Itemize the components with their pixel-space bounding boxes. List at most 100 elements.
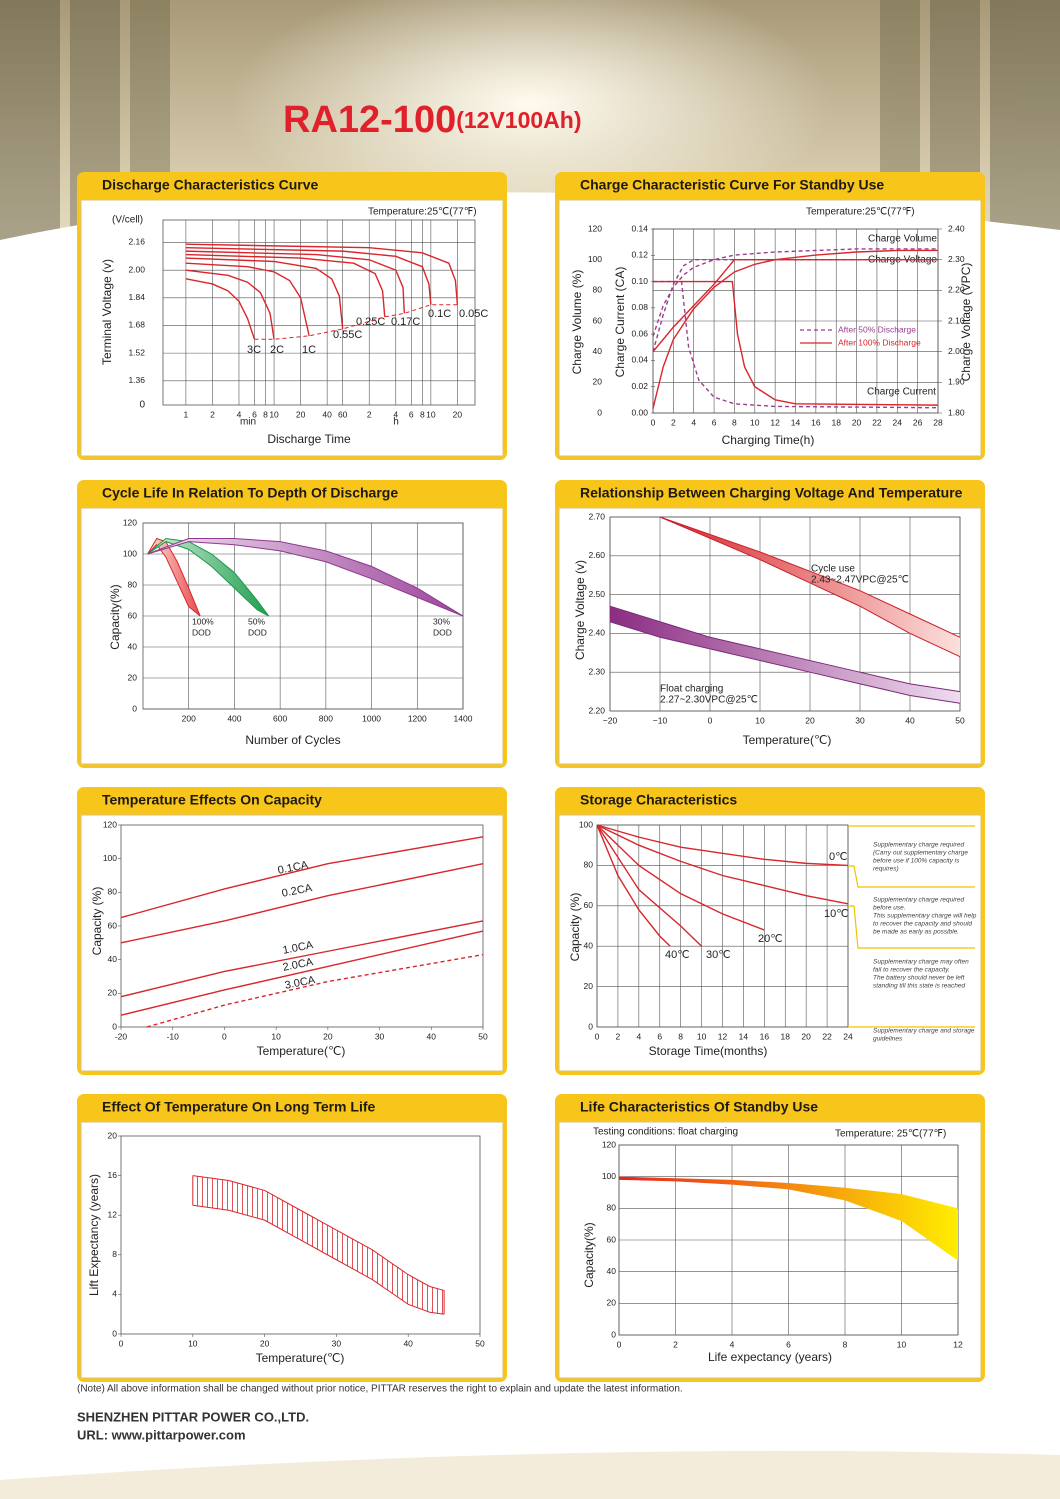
x-tick-label: 30 — [855, 715, 865, 725]
x-tick-label: 50 — [475, 1338, 485, 1348]
x-tick-label: 16 — [760, 1031, 770, 1041]
series-label: 1.0CA — [282, 939, 315, 957]
x-tick-label: 2 — [210, 409, 215, 419]
series-label: 3C — [247, 344, 261, 356]
band-label: DOD — [433, 627, 452, 637]
x-tick-label: 40 — [322, 409, 332, 419]
note-connector — [848, 865, 975, 888]
y-tick-label: 40 — [584, 940, 594, 950]
x-tick-label: 400 — [227, 713, 241, 723]
series-line — [652, 258, 938, 352]
x-tick-label: 26 — [913, 417, 923, 427]
note-connector — [848, 905, 975, 949]
series-label: 2.0CA — [282, 956, 315, 974]
series-line — [185, 257, 344, 329]
x-tick-label: 10 — [897, 1339, 907, 1349]
company: SHENZHEN PITTAR POWER CO.,LTD. — [77, 1409, 309, 1424]
y-tick-label: 60 — [128, 610, 138, 620]
chart-panel: Relationship Between Charging Voltage An… — [555, 480, 985, 768]
series-line — [185, 269, 275, 340]
series-line — [185, 250, 406, 314]
x-tick-label: 20 — [296, 409, 306, 419]
y-tick-label: 4 — [112, 1289, 117, 1299]
y-tick-label: 2.70 — [588, 511, 605, 521]
y-tick-label: 2.00 — [128, 264, 145, 274]
x-tick-label: 22 — [872, 417, 882, 427]
x-tick-label: 8 — [678, 1031, 683, 1041]
band-edge — [192, 1204, 445, 1315]
panel-title: Discharge Characteristics Curve — [102, 177, 319, 193]
x-tick-label: 0 — [595, 1031, 600, 1041]
y-tick-label: 2.00 — [948, 346, 965, 356]
series-label: 0.25C — [356, 316, 385, 328]
band-label: 2.27~2.30VPC@25℃ — [660, 695, 758, 706]
y-tick-label: 60 — [584, 900, 594, 910]
band-edge — [192, 1175, 445, 1291]
storage-note: Supplementary charge required — [873, 897, 964, 904]
y-axis-label: Charge Volume (%) — [570, 270, 584, 375]
x-tick-label: 16 — [811, 417, 821, 427]
y-axis-label: Terminal Voltage (v) — [100, 259, 114, 365]
band-edge — [609, 621, 961, 704]
x-tick-label: -20 — [115, 1031, 128, 1041]
band-label: Float charging — [660, 684, 723, 695]
y-tick-label: 0 — [588, 1021, 593, 1031]
x-tick-label: 4 — [636, 1031, 641, 1041]
y-tick-label: 20 — [584, 981, 594, 991]
band-label: DOD — [248, 627, 267, 637]
band-edge — [147, 543, 201, 617]
y-tick-label: 0.06 — [631, 328, 648, 338]
x-tick-label: 50 — [955, 715, 965, 725]
y-tick-label: 0.00 — [631, 407, 648, 417]
storage-note: be made as early as possible. — [873, 929, 959, 936]
y-tick-label: 100 — [588, 254, 602, 264]
x-axis-label: Number of Cycles — [245, 733, 340, 747]
y-tick-label: 120 — [123, 517, 137, 527]
storage-note: requires) — [873, 866, 899, 873]
y-tick-label: 100 — [123, 548, 137, 558]
y-tick-label: 120 — [588, 223, 602, 233]
y-tick-label: 100 — [602, 1171, 616, 1181]
series-line — [652, 258, 938, 353]
series-line — [185, 262, 310, 336]
end-voltage-line — [254, 304, 458, 340]
storage-note: to recover the capacity and should — [873, 921, 972, 928]
panel-title: Storage Characteristics — [580, 792, 737, 808]
annotation: Charge Volume — [868, 234, 937, 245]
series-label: 40℃ — [665, 949, 690, 961]
band-edge — [659, 516, 961, 658]
y-tick-label: 0.14 — [631, 223, 648, 233]
y-tick-label: 2.60 — [588, 550, 605, 560]
rack-decoration — [0, 0, 1060, 320]
y-tick-label: 2.30 — [588, 666, 605, 676]
series-line — [120, 836, 484, 919]
band-edge — [147, 538, 464, 617]
series-line — [596, 824, 671, 947]
x-tick-label: 30 — [375, 1031, 385, 1041]
panel-title: Temperature Effects On Capacity — [102, 792, 322, 808]
x-tick-label: 0 — [708, 715, 713, 725]
y-tick-label: 2.10 — [948, 315, 965, 325]
series-label: 10℃ — [824, 908, 849, 920]
y-tick-label: 20 — [128, 672, 138, 682]
x-axis-label: Charging Time(h) — [722, 433, 815, 447]
legend-label: After 100% Discharge — [838, 337, 921, 347]
y-axis-label: Charge Voltage (v) — [573, 560, 587, 660]
y-tick-label: 0 — [597, 407, 602, 417]
band-label: DOD — [192, 627, 211, 637]
y-tick-label: 1.90 — [948, 377, 965, 387]
series-line — [185, 278, 256, 340]
x-tick-label: 60 — [338, 409, 348, 419]
x-tick-label: 2 — [673, 1339, 678, 1349]
y-tick-label: 0 — [611, 1329, 616, 1339]
x-tick-label: 50 — [478, 1031, 488, 1041]
y-tick-label: 2.40 — [948, 223, 965, 233]
y-tick-label: 2.40 — [588, 628, 605, 638]
x-tick-label: 4 — [691, 417, 696, 427]
y2-axis-label: Charge Voltage (VPC) — [959, 263, 973, 382]
x-tick-label: 4 — [393, 409, 398, 419]
storage-note: This supplementary charge will help — [873, 913, 977, 920]
series-line — [120, 863, 484, 944]
